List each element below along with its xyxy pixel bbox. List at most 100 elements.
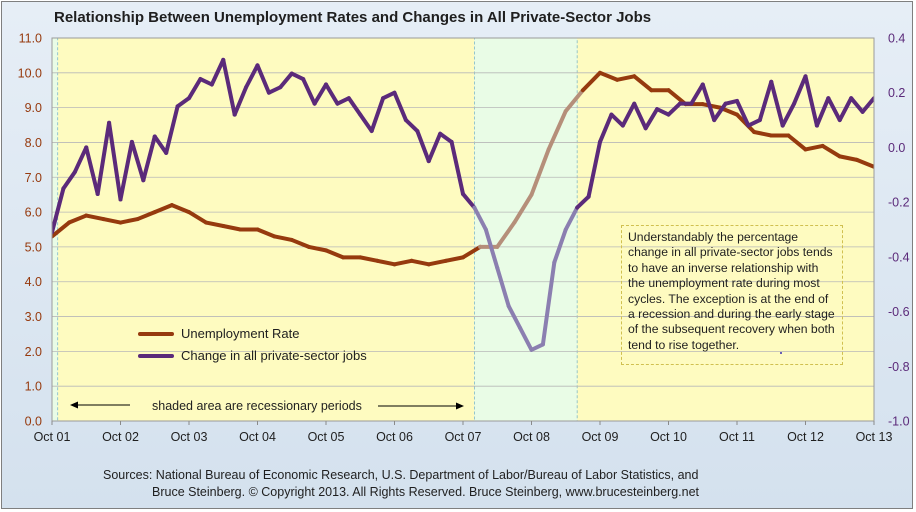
legend-label-jobs: Change in all private-sector jobs [181, 348, 367, 363]
x-tick-label: Oct 06 [376, 430, 413, 444]
series-segment [615, 74, 637, 82]
series-segment [598, 70, 620, 82]
series-segment [512, 192, 534, 225]
series-segment [461, 244, 483, 260]
series-segment [306, 244, 328, 253]
left-arrow-head [70, 401, 78, 409]
series-unemployment [52, 70, 874, 267]
series-segment [135, 210, 157, 222]
recession-band [474, 37, 578, 422]
series-segment [837, 154, 859, 162]
series-segment [118, 139, 134, 202]
series-segment [266, 85, 283, 95]
series-jobs [52, 57, 874, 352]
y-left-tick-label: 5.0 [25, 240, 42, 254]
x-tick-label: Oct 02 [102, 430, 139, 444]
series-segment [632, 101, 648, 131]
series-segment [769, 79, 785, 128]
shade-note-arrows [70, 401, 464, 410]
chart-title: Relationship Between Unemployment Rates … [54, 9, 652, 26]
x-tick-label: Oct 04 [239, 430, 276, 444]
y-right-tick-label: 0.2 [888, 86, 905, 100]
series-segment [575, 194, 591, 210]
series-segment [461, 191, 477, 210]
legend-swatches [138, 332, 174, 358]
series-segment [598, 112, 614, 144]
series-segment [52, 220, 72, 239]
series-segment [84, 145, 100, 196]
series-segment [826, 96, 842, 123]
y-left-tick-label: 0.0 [25, 415, 42, 429]
sources-line-2: Bruce Steinberg. © Copyright 2013. All R… [152, 485, 699, 499]
series-segment [301, 77, 317, 106]
y-left-tick-label: 11.0 [19, 32, 42, 46]
series-segment [563, 205, 580, 232]
series-segment [346, 96, 363, 117]
series-segment [152, 134, 169, 155]
series-segment [495, 220, 517, 249]
series-segment [860, 96, 874, 114]
x-tick-label: Oct 08 [513, 430, 550, 444]
series-segment [289, 71, 306, 82]
series-segment [483, 227, 500, 270]
series-segment [221, 57, 237, 117]
legend-label-unemployment: Unemployment Rate [181, 326, 300, 341]
series-segment [289, 237, 311, 249]
series-segment [735, 98, 751, 128]
y-right-tick-label: 0.4 [888, 32, 905, 46]
series-segment [700, 82, 717, 123]
series-segment [169, 203, 191, 215]
series-segment [552, 227, 568, 265]
series-segment [164, 104, 180, 155]
series-segment [814, 96, 831, 128]
series-segment [752, 130, 774, 138]
series-segment [175, 96, 191, 109]
annotation-box: Understandably the percentage change in … [621, 225, 843, 365]
series-segment [187, 210, 209, 225]
series-segment [358, 112, 374, 134]
series-segment [335, 96, 351, 106]
series-segment [689, 82, 705, 106]
y-left-tick-label: 8.0 [25, 136, 42, 150]
annotation-dot [780, 352, 782, 354]
series-segment [529, 147, 551, 197]
series-segment [586, 139, 602, 199]
series-segment [409, 258, 431, 267]
y-right-tick-label: -0.6 [888, 305, 910, 319]
series-segment [837, 96, 854, 123]
series-segment [278, 71, 294, 90]
series-segment [255, 227, 277, 239]
x-tick-label: Oct 05 [308, 430, 345, 444]
series-segment [443, 255, 465, 263]
x-tick-label: Oct 12 [787, 430, 824, 444]
series-segment [426, 258, 448, 267]
series-segment [187, 77, 203, 101]
x-tick-label: Oct 01 [34, 430, 71, 444]
series-segment [786, 133, 808, 152]
series-segment [632, 74, 654, 93]
sources-line-1: Sources: National Bureau of Economic Res… [103, 468, 699, 482]
series-segment [415, 129, 431, 164]
x-tick-label: Oct 07 [445, 430, 482, 444]
series-segment [803, 143, 825, 152]
series-layer [52, 57, 874, 352]
series-segment [563, 88, 585, 114]
series-segment [803, 74, 819, 128]
series-segment [854, 157, 874, 169]
series-segment [101, 217, 123, 225]
series-segment [746, 118, 762, 128]
series-segment [52, 186, 66, 235]
series-segment [381, 90, 397, 101]
sources-text: Sources: National Bureau of Economic Res… [103, 467, 699, 501]
series-segment [780, 101, 797, 128]
series-segment [129, 139, 146, 183]
x-tick-label: Oct 13 [856, 430, 893, 444]
series-segment [204, 220, 226, 229]
series-segment [198, 77, 214, 87]
series-segment [84, 213, 106, 222]
series-segment [643, 107, 660, 131]
series-segment [438, 131, 454, 144]
y-left-tick-label: 3.0 [25, 310, 42, 324]
series-segment [712, 101, 728, 123]
series-segment [820, 143, 842, 159]
